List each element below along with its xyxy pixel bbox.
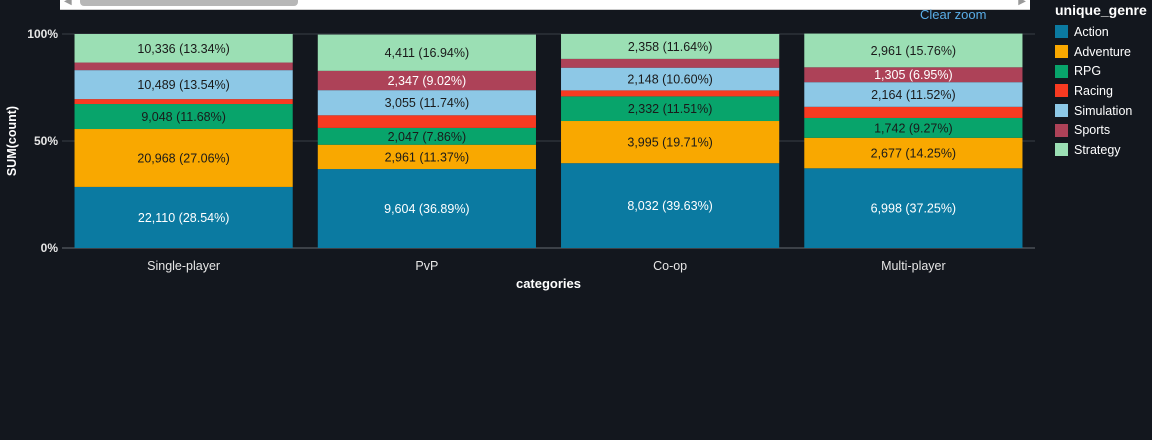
bar-segment-action (561, 163, 780, 248)
bar-segment-simulation (804, 82, 1023, 107)
legend-item-racing[interactable]: Racing (1055, 81, 1152, 101)
bar-segment-strategy (804, 33, 1023, 68)
x-tick-label: Co-op (653, 259, 687, 273)
stacked-bar-chart: 0% 50% 100% SUM(count) 22,110 (28.54%) 20,968… (5, 27, 1035, 291)
bar-segment-strategy (317, 34, 536, 71)
bar-segment-simulation (74, 70, 293, 100)
legend-item-simulation[interactable]: Simulation (1055, 101, 1152, 121)
bar-segment-adventure (561, 121, 780, 164)
bar-stack-co-op: 8,032 (39.63%) 3,995 (19.71%) 2,332 (11.51… (561, 33, 780, 248)
data-label: 9,048 (11.68%) (141, 110, 226, 124)
legend-label: Sports (1074, 123, 1111, 138)
legend-item-sports[interactable]: Sports (1055, 120, 1152, 140)
data-label: 2,332 (11.51%) (628, 102, 713, 116)
bar-segment-adventure (74, 129, 293, 187)
y-tick-label: 0% (41, 241, 59, 255)
bar-segment-rpg (804, 117, 1023, 138)
scroll-thumb[interactable] (80, 0, 298, 6)
data-label: 2,047 (7.86%) (388, 130, 467, 144)
bar-segment-racing (561, 90, 780, 97)
x-tick-label: Single-player (147, 259, 220, 273)
zoom-scrollbar[interactable]: ◀ ▶ (60, 0, 1030, 10)
bar-segment-racing (317, 115, 536, 128)
legend-swatch (1055, 104, 1068, 118)
bar-stack-single-player: 22,110 (28.54%) 20,968 (27.06%) 9,048 (11.… (74, 34, 293, 248)
legend-title: unique_genre (1055, 2, 1147, 18)
bar-segment-action (804, 168, 1023, 248)
legend-label: Adventure (1074, 44, 1131, 59)
legend-swatch (1055, 143, 1068, 157)
bar-segment-adventure (317, 144, 536, 170)
x-tick-label: PvP (415, 259, 438, 273)
scroll-left-icon[interactable]: ◀ (64, 0, 72, 7)
bar-stack-multi-player: 6,998 (37.25%) 2,677 (14.25%) 1,742 (9.27%… (804, 33, 1023, 248)
bar-segment-racing (74, 99, 293, 105)
bar-segment-rpg (74, 104, 293, 130)
legend-item-action[interactable]: Action (1055, 22, 1152, 42)
data-label: 2,961 (11.37%) (385, 150, 470, 164)
data-label: 3,995 (19.71%) (627, 136, 712, 150)
legend-item-rpg[interactable]: RPG (1055, 61, 1152, 81)
bar-segment-racing (804, 106, 1023, 118)
data-label: 2,677 (14.25%) (871, 147, 956, 161)
bar-segment-rpg (561, 96, 780, 122)
y-tick-label: 100% (27, 27, 58, 41)
y-axis-label: SUM(count) (5, 106, 19, 176)
bar-segment-action (74, 186, 293, 248)
legend-swatch (1055, 84, 1068, 98)
data-label: 2,148 (10.60%) (627, 73, 712, 87)
legend-swatch (1055, 64, 1068, 78)
legend-label: Action (1074, 24, 1109, 39)
bar-segment-strategy (561, 33, 780, 59)
scroll-right-icon[interactable]: ▶ (1018, 0, 1026, 7)
legend-item-strategy[interactable]: Strategy (1055, 140, 1152, 160)
bar-segment-sports (74, 62, 293, 71)
bar-segment-strategy (74, 34, 293, 63)
bar-segment-sports (561, 58, 780, 68)
data-label: 2,961 (15.76%) (871, 44, 956, 58)
data-label: 2,347 (9.02%) (388, 74, 467, 88)
data-label: 2,358 (11.64%) (628, 40, 713, 54)
bar-segment-rpg (317, 127, 536, 145)
data-label: 9,604 (36.89%) (384, 202, 469, 216)
y-tick-label: 50% (34, 134, 58, 148)
legend-label: Strategy (1074, 142, 1121, 157)
legend-label: RPG (1074, 64, 1102, 79)
bar-segment-adventure (804, 137, 1023, 169)
data-label: 10,336 (13.34%) (137, 42, 229, 56)
bar-segment-sports (804, 67, 1023, 83)
bar-segment-action (317, 169, 536, 248)
legend-label: Racing (1074, 83, 1113, 98)
data-label: 3,055 (11.74%) (385, 96, 470, 110)
legend-swatch (1055, 45, 1068, 59)
data-label: 6,998 (37.25%) (871, 202, 956, 216)
legend-label: Simulation (1074, 103, 1133, 118)
x-axis-label: categories (516, 276, 581, 291)
data-label: 8,032 (39.63%) (627, 199, 712, 213)
data-label: 1,305 (6.95%) (874, 68, 953, 82)
data-label: 4,411 (16.94%) (385, 46, 470, 60)
data-label: 22,110 (28.54%) (138, 211, 230, 225)
bar-segment-simulation (561, 67, 780, 91)
legend: unique_genre Action Adventure RPG Racing Sim… (1055, 2, 1152, 160)
x-tick-label: Multi-player (881, 259, 946, 273)
bar-segment-simulation (317, 90, 536, 116)
data-label: 2,164 (11.52%) (871, 88, 956, 102)
data-label: 20,968 (27.06%) (137, 151, 229, 165)
bar-stack-pvp: 9,604 (36.89%) 2,961 (11.37%) 2,047 (7.86%… (317, 34, 536, 248)
data-label: 1,742 (9.27%) (874, 121, 953, 135)
legend-swatch (1055, 123, 1068, 137)
legend-swatch (1055, 25, 1068, 39)
bar-segment-sports (317, 70, 536, 91)
data-label: 10,489 (13.54%) (137, 78, 229, 92)
legend-item-adventure[interactable]: Adventure (1055, 42, 1152, 62)
clear-zoom-button[interactable]: Clear zoom (920, 7, 987, 22)
